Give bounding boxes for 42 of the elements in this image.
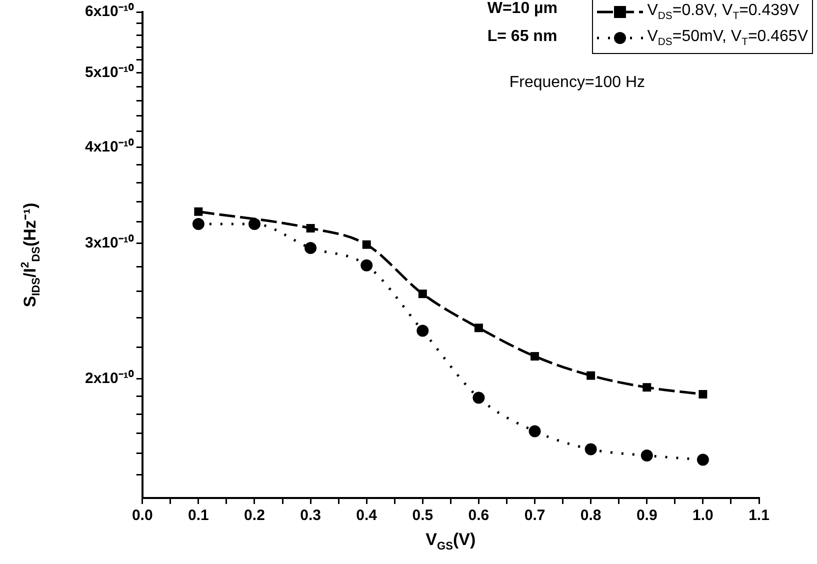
point xyxy=(640,450,653,462)
x-tick-label: 0.5 xyxy=(412,507,434,524)
x-tick-label: 0.3 xyxy=(300,507,321,524)
point xyxy=(586,371,596,380)
y-tick-label: 2x10⁻¹⁰ xyxy=(84,369,134,388)
annotation: Frequency=100 Hz xyxy=(509,74,645,92)
x-tick-label: 1.0 xyxy=(692,507,714,524)
point xyxy=(530,352,540,361)
x-tick-label: 0.9 xyxy=(636,507,658,524)
x-tick-label: 1.1 xyxy=(748,507,770,524)
y-tick-label: 5x10⁻¹⁰ xyxy=(84,63,134,82)
y-tick-label: 6x10⁻¹⁰ xyxy=(84,2,134,20)
x-tick-label: 0.4 xyxy=(356,507,378,524)
x-tick-label: 0.6 xyxy=(468,507,490,524)
point xyxy=(304,242,317,254)
point xyxy=(360,259,373,272)
y-tick-label: 3x10⁻¹⁰ xyxy=(84,234,134,252)
annotation: L= 65 nm xyxy=(487,28,558,46)
point xyxy=(416,324,429,337)
point xyxy=(528,425,541,438)
point xyxy=(418,290,427,298)
annotation: W=10 µm xyxy=(487,0,558,18)
x-tick-label: 0.7 xyxy=(524,507,546,524)
x-tick-label: 0.8 xyxy=(580,507,602,524)
point xyxy=(474,324,483,332)
point xyxy=(696,454,709,466)
x-axis-title: V$_{GS}$(V) xyxy=(426,530,476,552)
point xyxy=(194,207,203,216)
point xyxy=(642,383,652,392)
legend-label: V$_{DS}$=50mV, V$_{T}$=0.465V xyxy=(647,28,808,48)
x-tick-label: 0.1 xyxy=(188,507,209,524)
point xyxy=(362,240,371,249)
point xyxy=(472,392,485,404)
point xyxy=(248,218,260,230)
point xyxy=(306,224,315,232)
point xyxy=(584,443,597,456)
legend-label: V$_{DS}$=0.8V, V$_{T}$=0.439V xyxy=(647,2,800,22)
x-tick-label: 0.2 xyxy=(244,507,265,524)
point xyxy=(698,390,708,399)
x-tick-label: 0.0 xyxy=(132,507,153,524)
y-tick-label: 4x10⁻¹⁰ xyxy=(84,138,134,156)
point xyxy=(192,218,204,230)
